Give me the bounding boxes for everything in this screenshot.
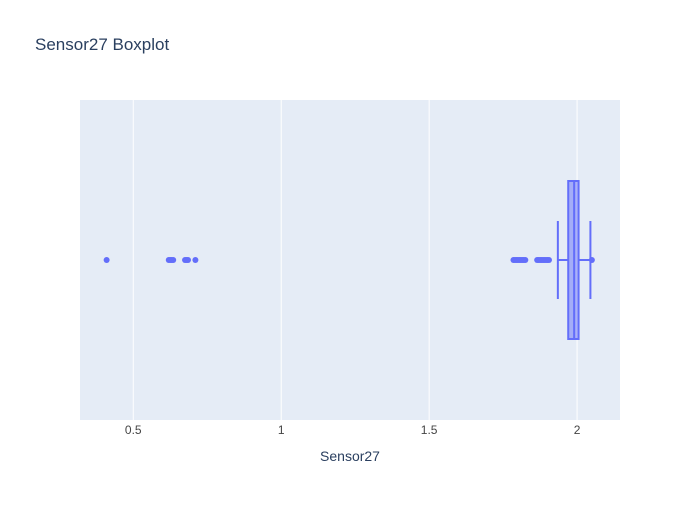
outlier-point[interactable] (522, 257, 529, 263)
outlier-point[interactable] (192, 257, 199, 263)
x-tick-label: 0.5 (125, 423, 142, 437)
outlier-point[interactable] (588, 257, 595, 263)
outlier-point[interactable] (103, 257, 110, 263)
x-tick-label: 2 (574, 423, 581, 437)
outlier-point[interactable] (185, 257, 191, 263)
outlier-point[interactable] (170, 257, 177, 263)
outlier-point[interactable] (545, 257, 552, 263)
x-axis-label: Sensor27 (320, 448, 380, 464)
chart-title: Sensor27 Boxplot (35, 35, 169, 54)
x-tick-label: 1 (278, 423, 285, 437)
x-axis-ticks: 0.5 1 1.5 2 (125, 423, 581, 437)
x-tick-label: 1.5 (421, 423, 438, 437)
outlier-points (103, 257, 595, 263)
